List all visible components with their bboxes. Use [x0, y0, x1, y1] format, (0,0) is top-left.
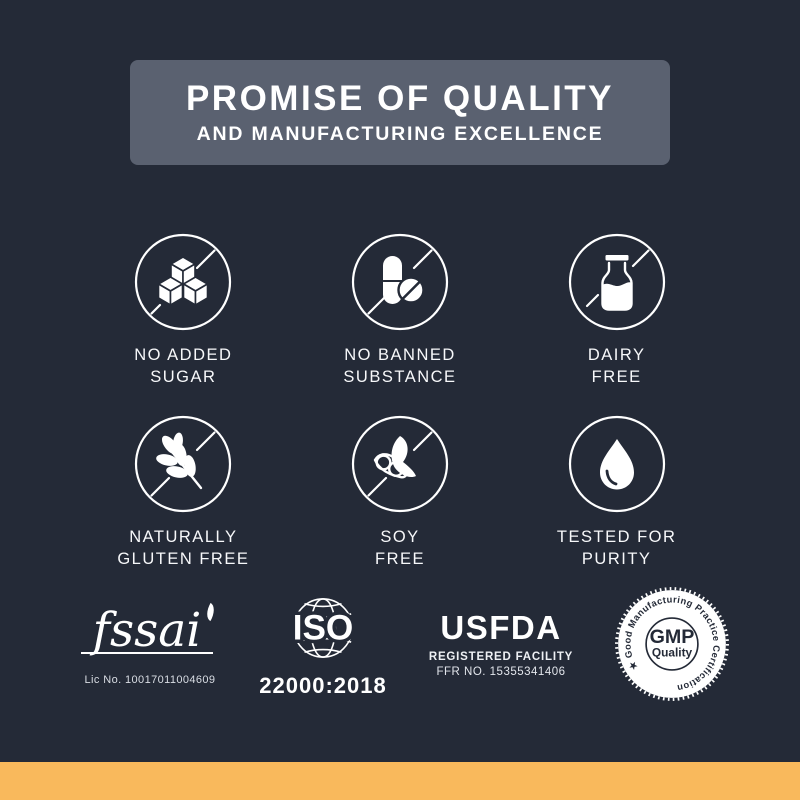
certifications-row: fssai Lic No. 10017011004609 ISO 22000:2… [70, 583, 730, 705]
fssai-wordmark: fssai [92, 603, 202, 658]
accent-bar [0, 762, 800, 800]
iso-wordmark: ISO [293, 608, 354, 647]
sugar-cubes-glyph [158, 256, 209, 306]
badge-naturally-gluten-free: NATURALLY GLUTEN FREE [75, 414, 292, 570]
badge-label: DAIRY FREE [587, 346, 646, 386]
badge-label: NO BANNED SUBSTANCE [343, 346, 457, 386]
page-title: PROMISE OF QUALITY [185, 78, 615, 118]
usfda-registered-facility: REGISTERED FACILITY [428, 650, 574, 663]
water-drop-glyph [599, 439, 634, 490]
gmp-center-subtitle: Quality [652, 645, 693, 659]
fssai-license-number: Lic No. 10017011004609 [84, 674, 216, 686]
feature-grid: NO ADDED SUGAR NO BANNED SUBSTANCE [75, 232, 725, 570]
gmp-seal-icon: ★ Good Manufacturing Practice Certificat… [615, 587, 729, 701]
wheat-crossed-icon [135, 415, 232, 513]
badge-dairy-free: DAIRY FREE [508, 232, 725, 388]
milk-bottle-glyph [600, 255, 633, 311]
milk-bottle-crossed-icon [568, 233, 665, 331]
iso-logo: ISO 22000:2018 [258, 590, 388, 699]
iso-globe-icon: ISO [289, 597, 357, 658]
usfda-ffr-number: FFR NO. 15355341406 [436, 665, 566, 678]
gmp-center-title: GMP [650, 626, 695, 648]
sugar-cubes-crossed-icon [135, 233, 232, 331]
pills-glyph [382, 256, 425, 304]
fssai-underline [81, 652, 213, 655]
badge-no-banned-substance: NO BANNED SUBSTANCE [292, 232, 509, 388]
water-drop-icon [568, 415, 665, 513]
badge-no-added-sugar: NO ADDED SUGAR [75, 232, 292, 388]
usfda-logo: USFDA REGISTERED FACILITY FFR NO. 153553… [416, 609, 586, 678]
soybean-glyph [373, 436, 416, 479]
page-subtitle: AND MANUFACTURING EXCELLENCE [196, 122, 604, 145]
iso-standard-number: 22000:2018 [259, 672, 387, 698]
badge-soy-free: SOY FREE [292, 414, 509, 570]
pills-crossed-icon [351, 233, 449, 331]
gmp-badge: ★ Good Manufacturing Practice Certificat… [614, 586, 730, 702]
fssai-logo: fssai Lic No. 10017011004609 [70, 602, 230, 686]
badge-label: NO ADDED SUGAR [134, 346, 233, 386]
badge-label: TESTED FOR PURITY [556, 528, 677, 568]
usfda-wordmark: USFDA [440, 609, 562, 647]
badge-label: SOY FREE [374, 528, 425, 568]
header-banner: PROMISE OF QUALITY AND MANUFACTURING EXC… [130, 60, 670, 165]
badge-tested-for-purity: TESTED FOR PURITY [508, 414, 725, 570]
badge-label: NATURALLY GLUTEN FREE [117, 528, 250, 568]
soybean-crossed-icon [351, 415, 449, 513]
wheat-glyph [156, 432, 203, 490]
